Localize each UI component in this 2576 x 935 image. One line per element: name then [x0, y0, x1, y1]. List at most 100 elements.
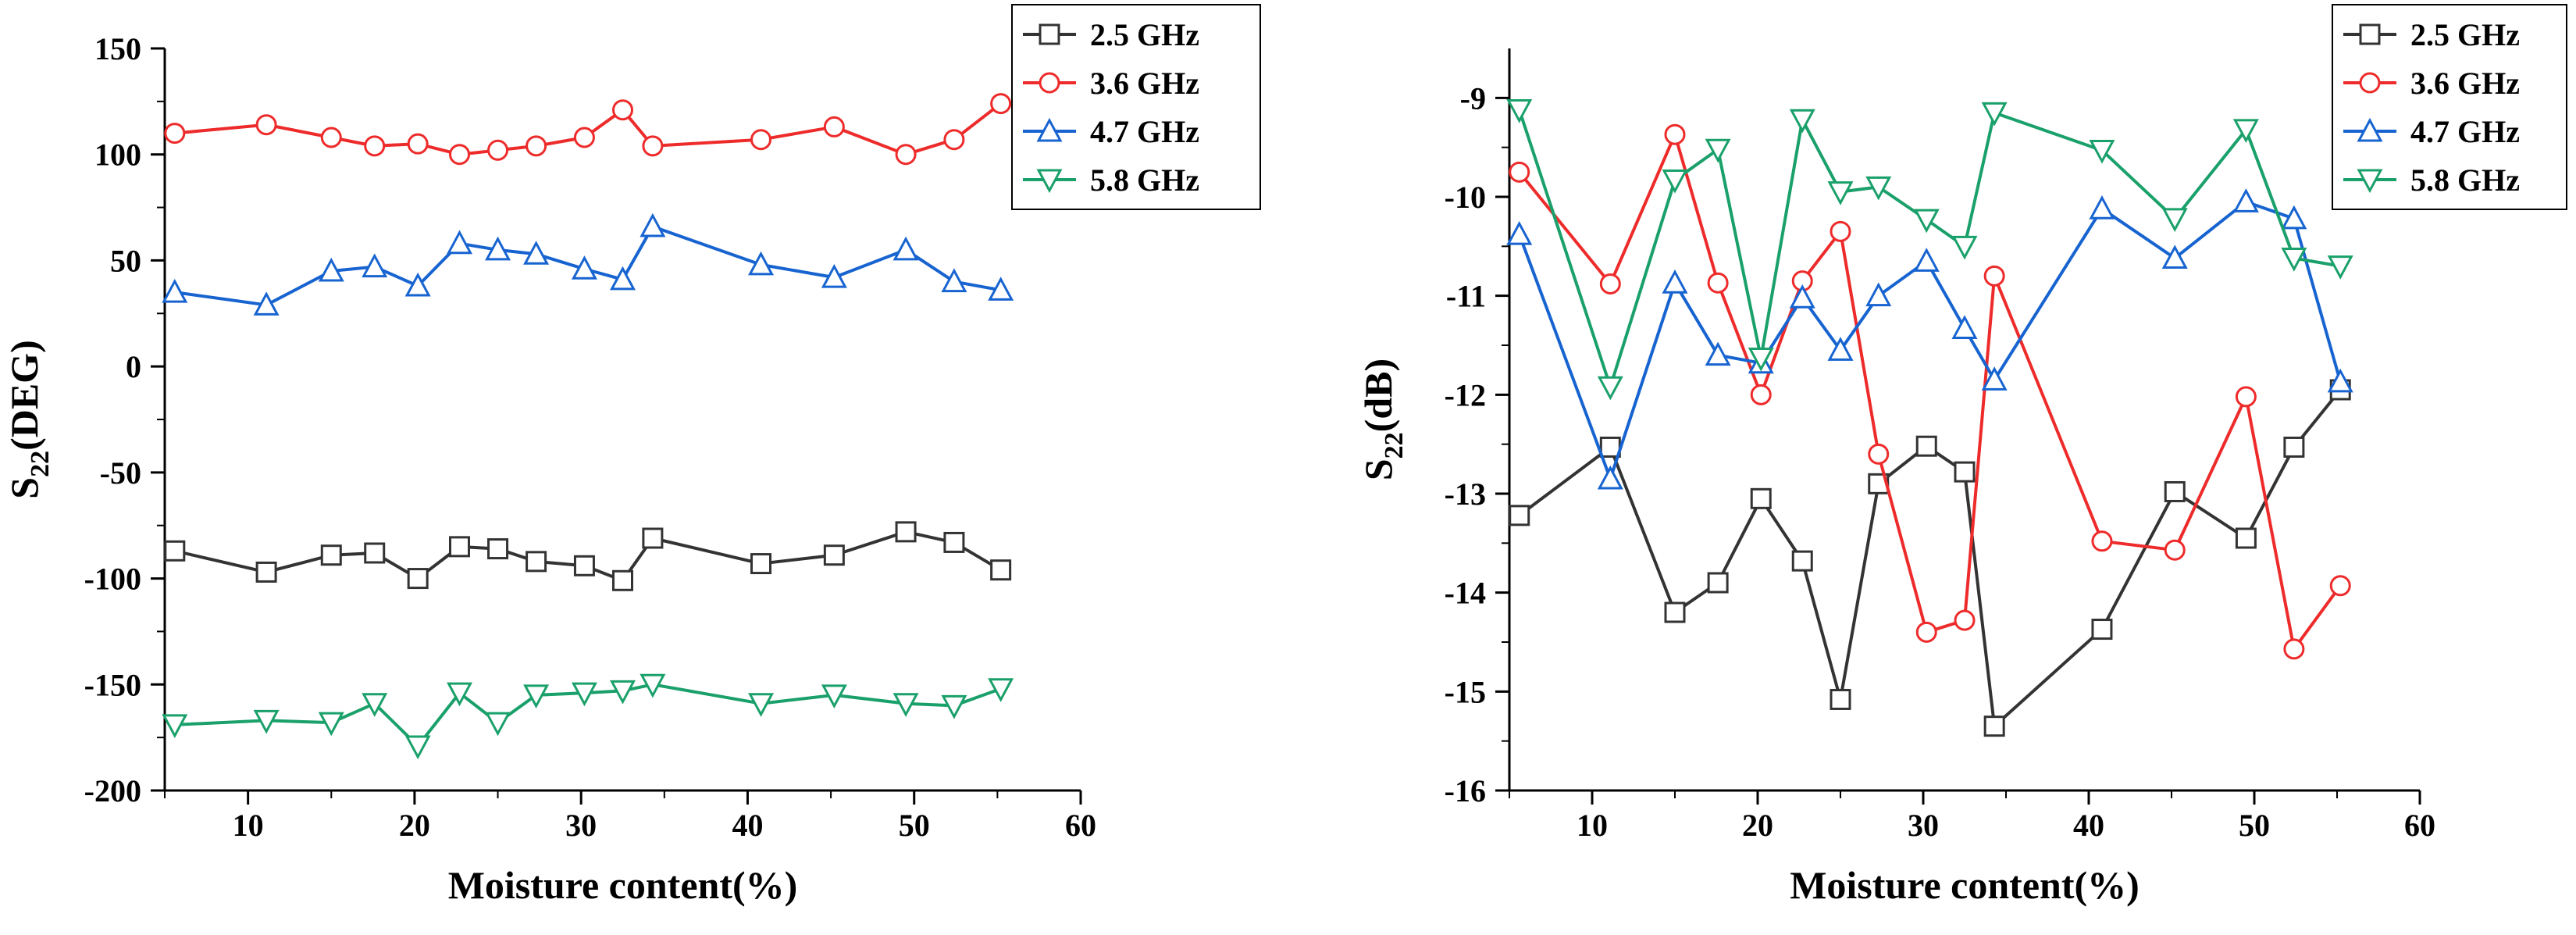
series-line [1517, 109, 2341, 389]
legend-label: 2.5 GHz [1090, 17, 1199, 52]
data-point [1509, 505, 1530, 526]
y-tick-label: -150 [84, 667, 141, 702]
legend-marker [2357, 169, 2383, 194]
data-point [573, 555, 595, 576]
data-point [404, 272, 431, 297]
y-tick-label: 100 [94, 137, 141, 173]
data-point [821, 263, 847, 288]
y-tick-label: -16 [1445, 773, 1486, 808]
data-point [318, 712, 344, 737]
data-point [1662, 269, 1688, 294]
data-point [1865, 282, 1892, 307]
data-point [612, 99, 633, 121]
series-line [174, 225, 1001, 307]
data-point [2232, 119, 2259, 144]
data-point [1506, 220, 1533, 245]
data-point [609, 266, 636, 291]
legend-marker [1039, 72, 1060, 94]
data-point [448, 144, 470, 166]
y-tick-label: 0 [126, 349, 141, 384]
data-point [364, 135, 386, 157]
data-point [318, 257, 344, 282]
data-point [1748, 347, 1774, 372]
data-point [485, 236, 511, 261]
data-point [2089, 195, 2115, 219]
data-point [642, 135, 664, 157]
chart-magnitude: 10 20 30 40 50 60 -9 -10 -11 -12 -13 -14 -15 -16 Moist… [1356, 4, 2567, 907]
x-tick-label: 50 [899, 808, 930, 843]
data-point [1830, 220, 1851, 242]
chart-phase: 10 20 30 40 50 60 150 100 50 0 -50 -100 -150 -200 Mois… [2, 4, 1261, 907]
data-point [571, 682, 597, 707]
data-point [1597, 376, 1623, 401]
data-point [1827, 181, 1854, 205]
legend-label: 4.7 GHz [2410, 114, 2520, 149]
data-point [1707, 272, 1729, 294]
data-point [407, 568, 429, 590]
data-point [988, 678, 1014, 702]
x-tick-label: 60 [2404, 808, 2435, 843]
y-tick-label: -13 [1445, 476, 1486, 512]
data-point [446, 682, 473, 707]
y-axis-title: S22(DEG) [2, 340, 55, 498]
data-point [1707, 572, 1729, 594]
data-point [1951, 315, 1978, 339]
data-point [640, 212, 666, 237]
y-tick-label: -11 [1446, 279, 1486, 314]
data-point [642, 527, 664, 549]
data-point [523, 241, 550, 265]
data-point [1954, 461, 1976, 483]
series-line [1518, 388, 2342, 728]
data-point [2327, 255, 2353, 280]
data-point [1791, 550, 1813, 572]
data-point [2329, 575, 2351, 597]
data-point [2232, 188, 2259, 212]
data-point [941, 268, 967, 293]
data-point [320, 127, 342, 148]
data-point [943, 129, 965, 151]
series-line [1517, 200, 2343, 480]
data-point [320, 544, 342, 566]
data-point [750, 129, 772, 151]
series-line [174, 102, 1002, 156]
data-point [1597, 465, 1623, 490]
data-point [941, 694, 967, 719]
data-point [1981, 366, 2008, 391]
data-point [364, 542, 386, 564]
data-point [526, 135, 547, 157]
data-point [609, 680, 636, 705]
data-point [750, 553, 772, 575]
data-point [162, 278, 188, 303]
data-point [362, 693, 388, 717]
data-point [1789, 284, 1815, 309]
x-tick-label: 40 [732, 808, 763, 843]
y-tick-label: -100 [84, 562, 141, 597]
data-point [523, 684, 550, 709]
legend: 2.5 GHz 3.6 GHz 4.7 GHz 5.8 GHz [1011, 4, 1261, 210]
data-point [487, 139, 509, 161]
y-tick-label: -15 [1445, 674, 1486, 709]
data-point [1509, 161, 1530, 183]
data-point [1827, 337, 1854, 361]
data-point [1599, 436, 1621, 458]
data-point [253, 709, 280, 734]
data-point [1599, 273, 1621, 294]
data-point [943, 531, 965, 553]
data-point [526, 551, 547, 573]
data-point [2164, 480, 2186, 502]
data-point [2161, 208, 2188, 233]
data-point [164, 540, 186, 562]
series-4_7-GHz [162, 212, 1014, 316]
data-point [164, 123, 186, 145]
data-point [2091, 530, 2113, 552]
series-3_6-GHz [1509, 123, 2351, 660]
legend-label: 5.8 GHz [1090, 162, 1199, 198]
data-point [2327, 368, 2353, 393]
data-point [1789, 109, 1815, 134]
data-point [893, 693, 919, 717]
data-point [255, 561, 277, 583]
data-point [1750, 487, 1772, 509]
legend-marker [1036, 117, 1063, 142]
data-point [823, 116, 845, 137]
